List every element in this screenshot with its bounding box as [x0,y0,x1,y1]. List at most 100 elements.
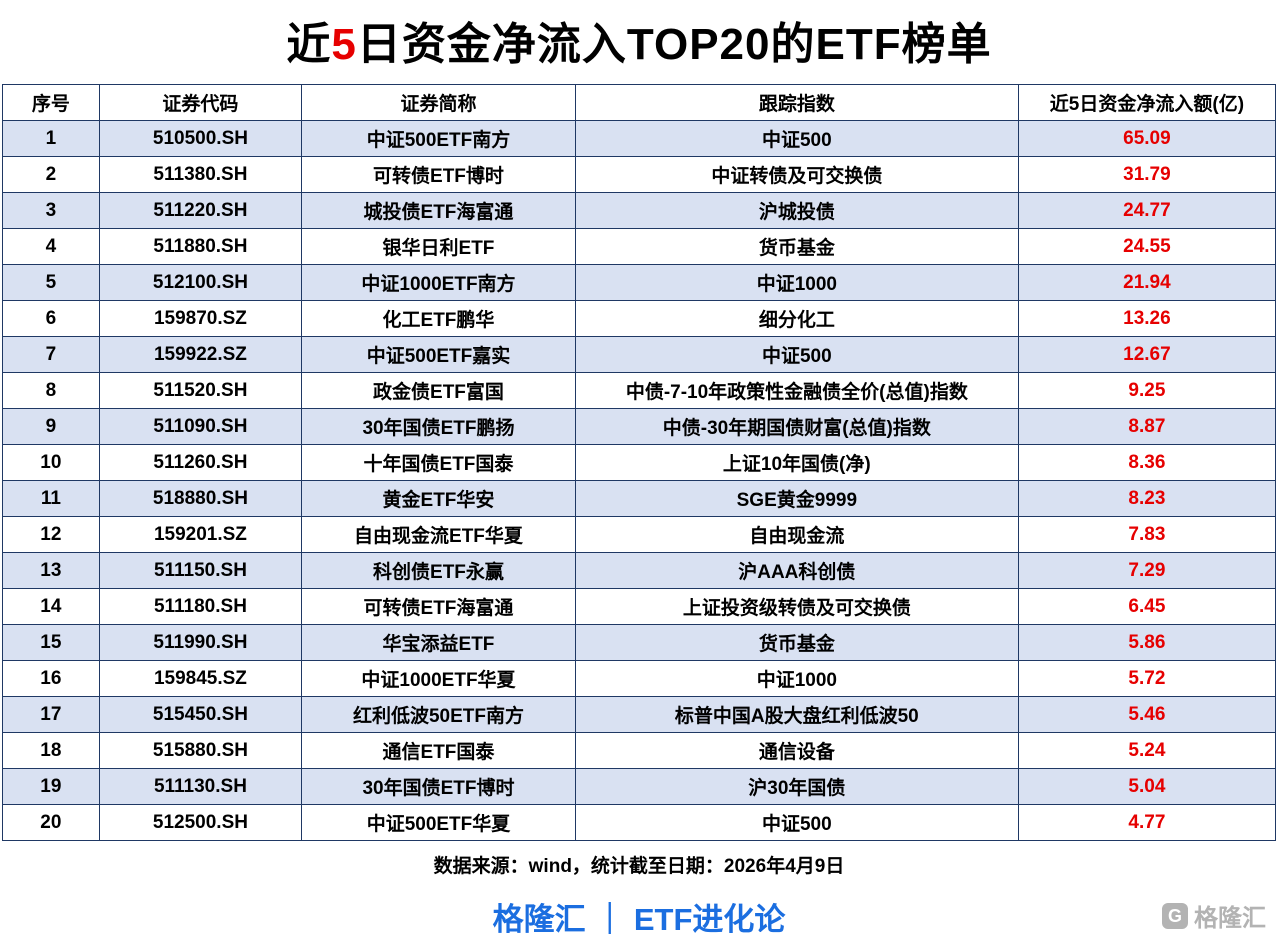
rank-cell: 6 [2,300,100,337]
watermark-text: 格隆汇 [1194,905,1266,932]
code-cell: 512500.SH [98,804,303,841]
inflow-cell: 7.83 [1017,516,1277,553]
index-cell: 通信设备 [574,732,1019,769]
name-cell: 红利低波50ETF南方 [301,696,576,733]
code-cell: 159845.SZ [98,660,303,697]
table-row: 20 512500.SH 中证500ETF华夏 中证500 4.77 [2,804,1277,841]
inflow-cell: 13.26 [1017,300,1277,337]
rank-cell: 9 [2,408,100,445]
title-highlight: 5 [331,20,357,69]
inflow-cell: 7.29 [1017,552,1277,589]
inflow-cell: 31.79 [1017,156,1277,193]
name-cell: 中证500ETF嘉实 [301,336,576,373]
rank-cell: 15 [2,624,100,661]
index-cell: 中证500 [574,336,1019,373]
index-cell: 沪城投债 [574,192,1019,229]
rank-cell: 3 [2,192,100,229]
inflow-cell: 8.23 [1017,480,1277,517]
table-row: 12 159201.SZ 自由现金流ETF华夏 自由现金流 7.83 [2,516,1277,553]
code-cell: 511150.SH [98,552,303,589]
inflow-cell: 6.45 [1017,588,1277,625]
index-cell: 中证1000 [574,660,1019,697]
name-cell: 十年国债ETF国泰 [301,444,576,481]
code-cell: 512100.SH [98,264,303,301]
name-cell: 30年国债ETF博时 [301,768,576,805]
rank-cell: 14 [2,588,100,625]
table-row: 19 511130.SH 30年国债ETF博时 沪30年国债 5.04 [2,768,1277,805]
name-cell: 华宝添益ETF [301,624,576,661]
table-row: 2 511380.SH 可转债ETF博时 中证转债及可交换债 31.79 [2,156,1277,193]
inflow-cell: 9.25 [1017,372,1277,409]
index-cell: 货币基金 [574,624,1019,661]
title-prefix: 近 [286,20,332,69]
name-cell: 自由现金流ETF华夏 [301,516,576,553]
table-body: 1 510500.SH 中证500ETF南方 中证500 65.09 2 511380.SH… [2,120,1277,841]
inflow-cell: 4.77 [1017,804,1277,841]
gelonghui-logo-icon: G [1162,902,1188,929]
code-cell: 515880.SH [98,732,303,769]
name-cell: 银华日利ETF [301,228,576,265]
code-cell: 159201.SZ [98,516,303,553]
inflow-cell: 5.24 [1017,732,1277,769]
rank-cell: 16 [2,660,100,697]
header-name: 证券简称 [301,84,576,121]
rank-cell: 4 [2,228,100,265]
code-cell: 511180.SH [98,588,303,625]
rank-cell: 13 [2,552,100,589]
code-cell: 511520.SH [98,372,303,409]
code-cell: 511220.SH [98,192,303,229]
rank-cell: 17 [2,696,100,733]
inflow-cell: 12.67 [1017,336,1277,373]
code-cell: 511380.SH [98,156,303,193]
name-cell: 黄金ETF华安 [301,480,576,517]
table-row: 15 511990.SH 华宝添益ETF 货币基金 5.86 [2,624,1277,661]
inflow-cell: 5.46 [1017,696,1277,733]
table-row: 18 515880.SH 通信ETF国泰 通信设备 5.24 [2,732,1277,769]
title-suffix: 日资金净流入TOP20的ETF榜单 [356,20,992,69]
code-cell: 511130.SH [98,768,303,805]
name-cell: 中证1000ETF南方 [301,264,576,301]
rank-cell: 18 [2,732,100,769]
inflow-cell: 8.36 [1017,444,1277,481]
header-row: 序号 证券代码 证券简称 跟踪指数 近5日资金净流入额(亿) [2,84,1277,121]
rank-cell: 10 [2,444,100,481]
table-row: 10 511260.SH 十年国债ETF国泰 上证10年国债(净) 8.36 [2,444,1277,481]
table-row: 6 159870.SZ 化工ETF鹏华 细分化工 13.26 [2,300,1277,337]
gelonghui-watermark: G 格隆汇 [1162,898,1266,933]
name-cell: 政金债ETF富国 [301,372,576,409]
inflow-cell: 5.72 [1017,660,1277,697]
index-cell: SGE黄金9999 [574,480,1019,517]
table-row: 9 511090.SH 30年国债ETF鹏扬 中债-30年期国债财富(总值)指数 8.8… [2,408,1277,445]
rank-cell: 1 [2,120,100,157]
code-cell: 511880.SH [98,228,303,265]
header-index: 跟踪指数 [574,84,1019,121]
table-row: 7 159922.SZ 中证500ETF嘉实 中证500 12.67 [2,336,1277,373]
code-cell: 511260.SH [98,444,303,481]
inflow-cell: 21.94 [1017,264,1277,301]
name-cell: 中证500ETF南方 [301,120,576,157]
inflow-cell: 24.55 [1017,228,1277,265]
index-cell: 沪AAA科创债 [574,552,1019,589]
table-row: 4 511880.SH 银华日利ETF 货币基金 24.55 [2,228,1277,265]
name-cell: 中证500ETF华夏 [301,804,576,841]
name-cell: 通信ETF国泰 [301,732,576,769]
source-note: 数据来源：wind，统计截至日期：2026年4月9日 [433,856,845,877]
table-row: 17 515450.SH 红利低波50ETF南方 标普中国A股大盘红利低波50 5.46 [2,696,1277,733]
code-cell: 159870.SZ [98,300,303,337]
index-cell: 上证10年国债(净) [574,444,1019,481]
rank-cell: 7 [2,336,100,373]
table-row: 8 511520.SH 政金债ETF富国 中债-7-10年政策性金融债全价(总值)指数… [2,372,1277,409]
code-cell: 515450.SH [98,696,303,733]
code-cell: 159922.SZ [98,336,303,373]
name-cell: 可转债ETF博时 [301,156,576,193]
name-cell: 中证1000ETF华夏 [301,660,576,697]
table-row: 1 510500.SH 中证500ETF南方 中证500 65.09 [2,120,1277,157]
rank-cell: 11 [2,480,100,517]
index-cell: 中证500 [574,120,1019,157]
index-cell: 细分化工 [574,300,1019,337]
rank-cell: 5 [2,264,100,301]
index-cell: 标普中国A股大盘红利低波50 [574,696,1019,733]
index-cell: 中证1000 [574,264,1019,301]
rank-cell: 8 [2,372,100,409]
inflow-cell: 65.09 [1017,120,1277,157]
